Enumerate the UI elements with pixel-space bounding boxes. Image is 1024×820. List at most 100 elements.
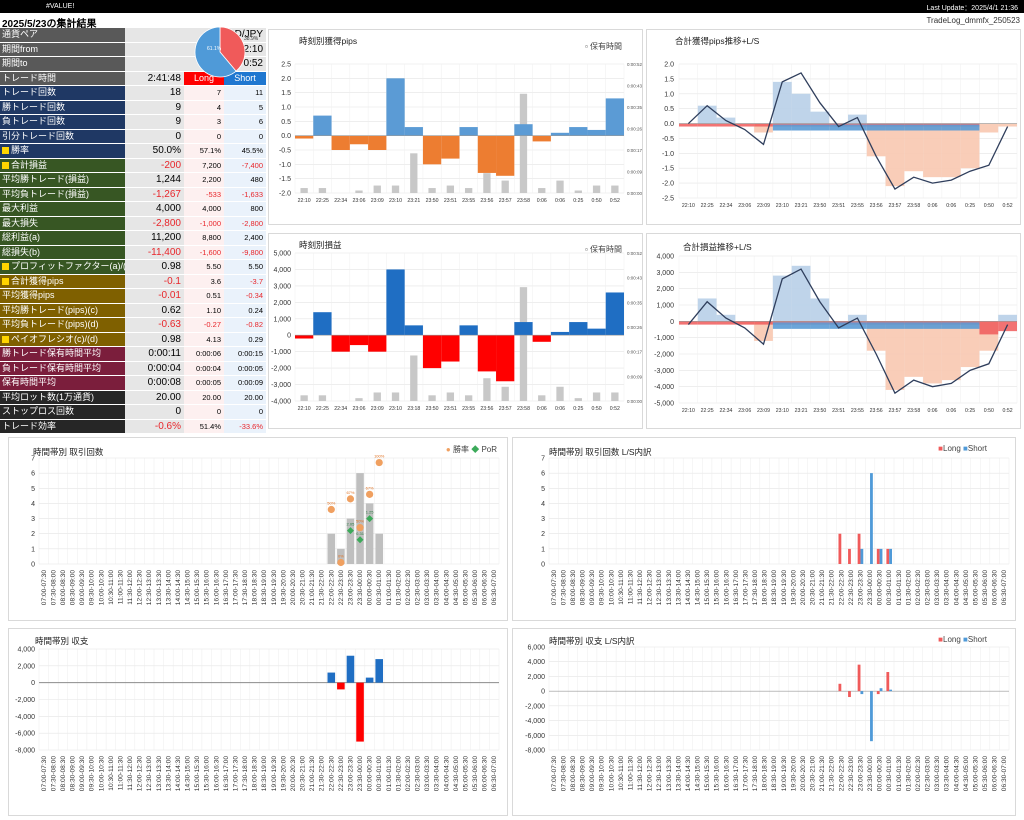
x-tick-label: 00:00-00:30 <box>877 570 884 606</box>
stat-label: 通貨ペア <box>0 28 125 42</box>
y-tick-label: -1,000 <box>271 349 291 356</box>
short-area <box>923 321 942 384</box>
x-tick-label: 06:00-06:30 <box>482 756 489 792</box>
x-tick-label: 18:00-18:30 <box>762 570 769 606</box>
stat-row: トレード時間 2:41:48 Long Short <box>0 71 266 86</box>
stat-row: 勝率 50.0% 57.1% 45.5% <box>0 144 266 159</box>
value-bar <box>349 335 369 346</box>
y2-tick-label: 0:00:09 <box>627 374 643 379</box>
x-tick-label: 21:30-22:00 <box>319 756 326 792</box>
x-tick-label: 0:06 <box>927 203 937 209</box>
x-tick-label: 23:30-00:00 <box>867 570 874 606</box>
stat-label-text: 平均勝トレード(pips)(c) <box>2 304 98 315</box>
x-tick-label: 23:00-23:30 <box>857 756 864 792</box>
x-tick-label: 04:00-04:30 <box>443 756 450 792</box>
x-tick-label: 13:00-13:30 <box>156 570 163 606</box>
x-tick-label: 06:00-06:30 <box>992 570 999 606</box>
stat-label: 総利益(a) <box>0 231 125 245</box>
value-bar <box>496 335 515 382</box>
x-tick-label: 03:00-03:30 <box>424 756 431 792</box>
x-tick-label: 18:00-18:30 <box>762 756 769 792</box>
y2-tick-label: 0:00:35 <box>627 300 643 305</box>
x-tick-label: 23:58 <box>907 203 920 209</box>
x-tick-label: 16:00-16:30 <box>213 570 220 606</box>
stat-label-text: プロフィットファクター(a)/(b) <box>11 261 125 271</box>
tcount-chart: 0 1 2 3 4 5 6 7 07:00-07:30 07:30-08:00 08:00-08:3… <box>31 454 500 606</box>
x-tick-label: 22:10 <box>298 406 311 412</box>
stat-short: -0.82 <box>224 318 266 332</box>
long-bar <box>979 321 999 335</box>
hold-bar <box>556 386 564 401</box>
stat-long: 2,200 <box>184 173 224 187</box>
x-tick-label: 00:00-00:30 <box>367 570 374 606</box>
stat-value: 9 <box>125 115 184 129</box>
x-tick-label: 12:00-12:30 <box>137 570 144 606</box>
x-tick-label: 11:00-11:30 <box>117 756 124 791</box>
stat-value: 0.98 <box>125 332 184 346</box>
short-bar <box>829 124 848 131</box>
hold-bar <box>483 378 491 401</box>
short-area <box>941 321 961 381</box>
value-bar <box>313 312 332 336</box>
x-tick-label: 23:51 <box>832 203 845 209</box>
x-tick-label: 23:06 <box>738 408 751 414</box>
x-tick-label: 19:00-19:30 <box>781 756 788 792</box>
chart-title: 時刻別損益 <box>299 240 342 250</box>
stat-row: 平均勝トレード(pips)(c) 0.62 1.10 0.24 <box>0 303 266 318</box>
x-tick-label: 22:30-23:00 <box>338 756 345 792</box>
x-tick-label: 17:00-17:30 <box>742 756 749 792</box>
x-tick-label: 23:06 <box>352 198 365 204</box>
x-tick-label: 23:50 <box>813 203 826 209</box>
y-tick-label: -6,000 <box>15 731 35 738</box>
x-tick-label: 14:30-15:00 <box>185 570 192 606</box>
stat-label: 最大損失 <box>0 216 125 230</box>
x-tick-label: 0:52 <box>610 406 620 412</box>
stat-short: 0:00:15 <box>224 347 266 361</box>
hold-bar <box>611 392 619 401</box>
y-tick-label: 4 <box>541 501 545 508</box>
x-tick-label: 11:30-12:00 <box>127 756 134 791</box>
x-tick-label: 0:25 <box>573 406 583 412</box>
pie-label: 38.9% <box>244 36 259 42</box>
stat-row: 合計獲得pips -0.1 3.6 -3.7 <box>0 274 266 289</box>
y-tick-label: 0 <box>670 319 674 326</box>
stat-label-text: トレード回数 <box>2 87 57 97</box>
hold-bar <box>428 395 436 401</box>
x-tick-label: 23:56 <box>480 198 493 204</box>
stat-row: 負トレード回数 9 3 6 <box>0 115 266 130</box>
pie-label: 61.1% <box>207 46 222 52</box>
chart-title: 時間帯別 取引回数 L/S内訳 <box>549 447 652 457</box>
x-tick-label: 17:00-17:30 <box>232 756 239 792</box>
panel-tcountls: 時間帯別 取引回数 L/S内訳 ■Long ■Short 0 1 2 3 4 5 6 7 07:… <box>512 437 1016 621</box>
x-tick-label: 22:25 <box>701 203 714 209</box>
x-tick-label: 21:30-22:00 <box>319 570 326 606</box>
stat-value: 0:00:04 <box>125 361 184 375</box>
x-tick-label: 02:00-02:30 <box>405 570 412 606</box>
stat-label-text: 保有時間平均 <box>2 377 57 387</box>
stat-short: -9,800 <box>224 245 266 259</box>
x-tick-label: 14:00-14:30 <box>175 570 182 606</box>
x-tick-label: 12:30-13:00 <box>146 570 153 606</box>
tpnlls-chart: 6,000 4,000 2,000 0 -2,000 -4,000 -6,000 -8,000… <box>525 645 1010 792</box>
short-bar <box>870 473 873 564</box>
x-tick-label: 04:00-04:30 <box>953 570 960 606</box>
short-area <box>979 123 999 133</box>
y-tick-label: -8,000 <box>15 748 35 755</box>
x-tick-label: 01:30-02:00 <box>905 756 912 792</box>
stat-label: トレード時間 <box>0 71 125 85</box>
x-tick-label: 17:30-18:00 <box>242 756 249 792</box>
x-tick-label: 22:25 <box>316 198 329 204</box>
stat-value: -0.1 <box>125 274 184 288</box>
stat-value: 0:00:11 <box>125 347 184 361</box>
x-tick-label: 10:00-10:30 <box>608 756 615 792</box>
winrate-point <box>366 490 374 498</box>
x-tick-label: 15:30-16:00 <box>714 756 721 792</box>
panel-pips: 時刻別獲得pips ▫ 保有時間 -2.0 -1.5 -1.0 -0.5 0.0 0.5 1… <box>268 29 643 225</box>
count-bar <box>327 533 336 564</box>
data-label: 50% <box>356 519 364 524</box>
chart-title: 合計獲得pips推移+L/S <box>675 36 760 46</box>
stat-short: -1,633 <box>224 187 266 201</box>
x-tick-label: 05:30-06:00 <box>982 570 989 606</box>
short-bar <box>960 322 980 329</box>
stat-label: 負トレード回数 <box>0 115 125 129</box>
